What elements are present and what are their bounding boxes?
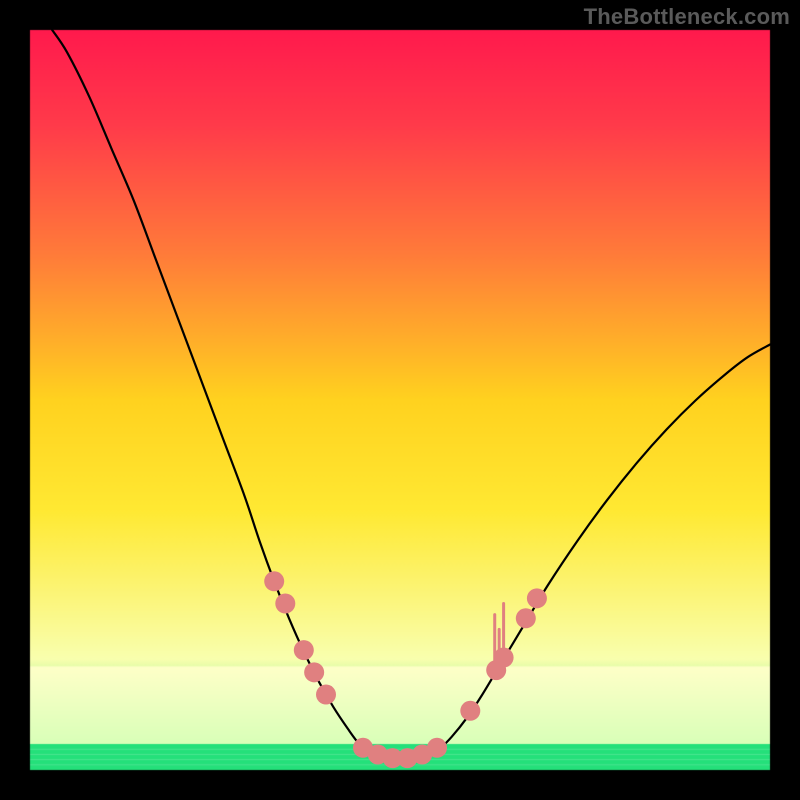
curve-marker xyxy=(304,662,324,682)
watermark-text: TheBottleneck.com xyxy=(584,4,790,30)
curve-marker xyxy=(427,738,447,758)
curve-marker xyxy=(494,648,514,668)
bottleneck-chart-overlay xyxy=(0,0,800,800)
bottleneck-curve xyxy=(52,30,770,761)
bottleneck-curve-path xyxy=(52,30,770,761)
curve-marker xyxy=(294,640,314,660)
curve-marker xyxy=(460,701,480,721)
curve-marker xyxy=(275,594,295,614)
curve-marker xyxy=(516,608,536,628)
curve-markers xyxy=(264,571,547,768)
curve-marker xyxy=(316,685,336,705)
curve-marker xyxy=(264,571,284,591)
curve-marker xyxy=(527,588,547,608)
